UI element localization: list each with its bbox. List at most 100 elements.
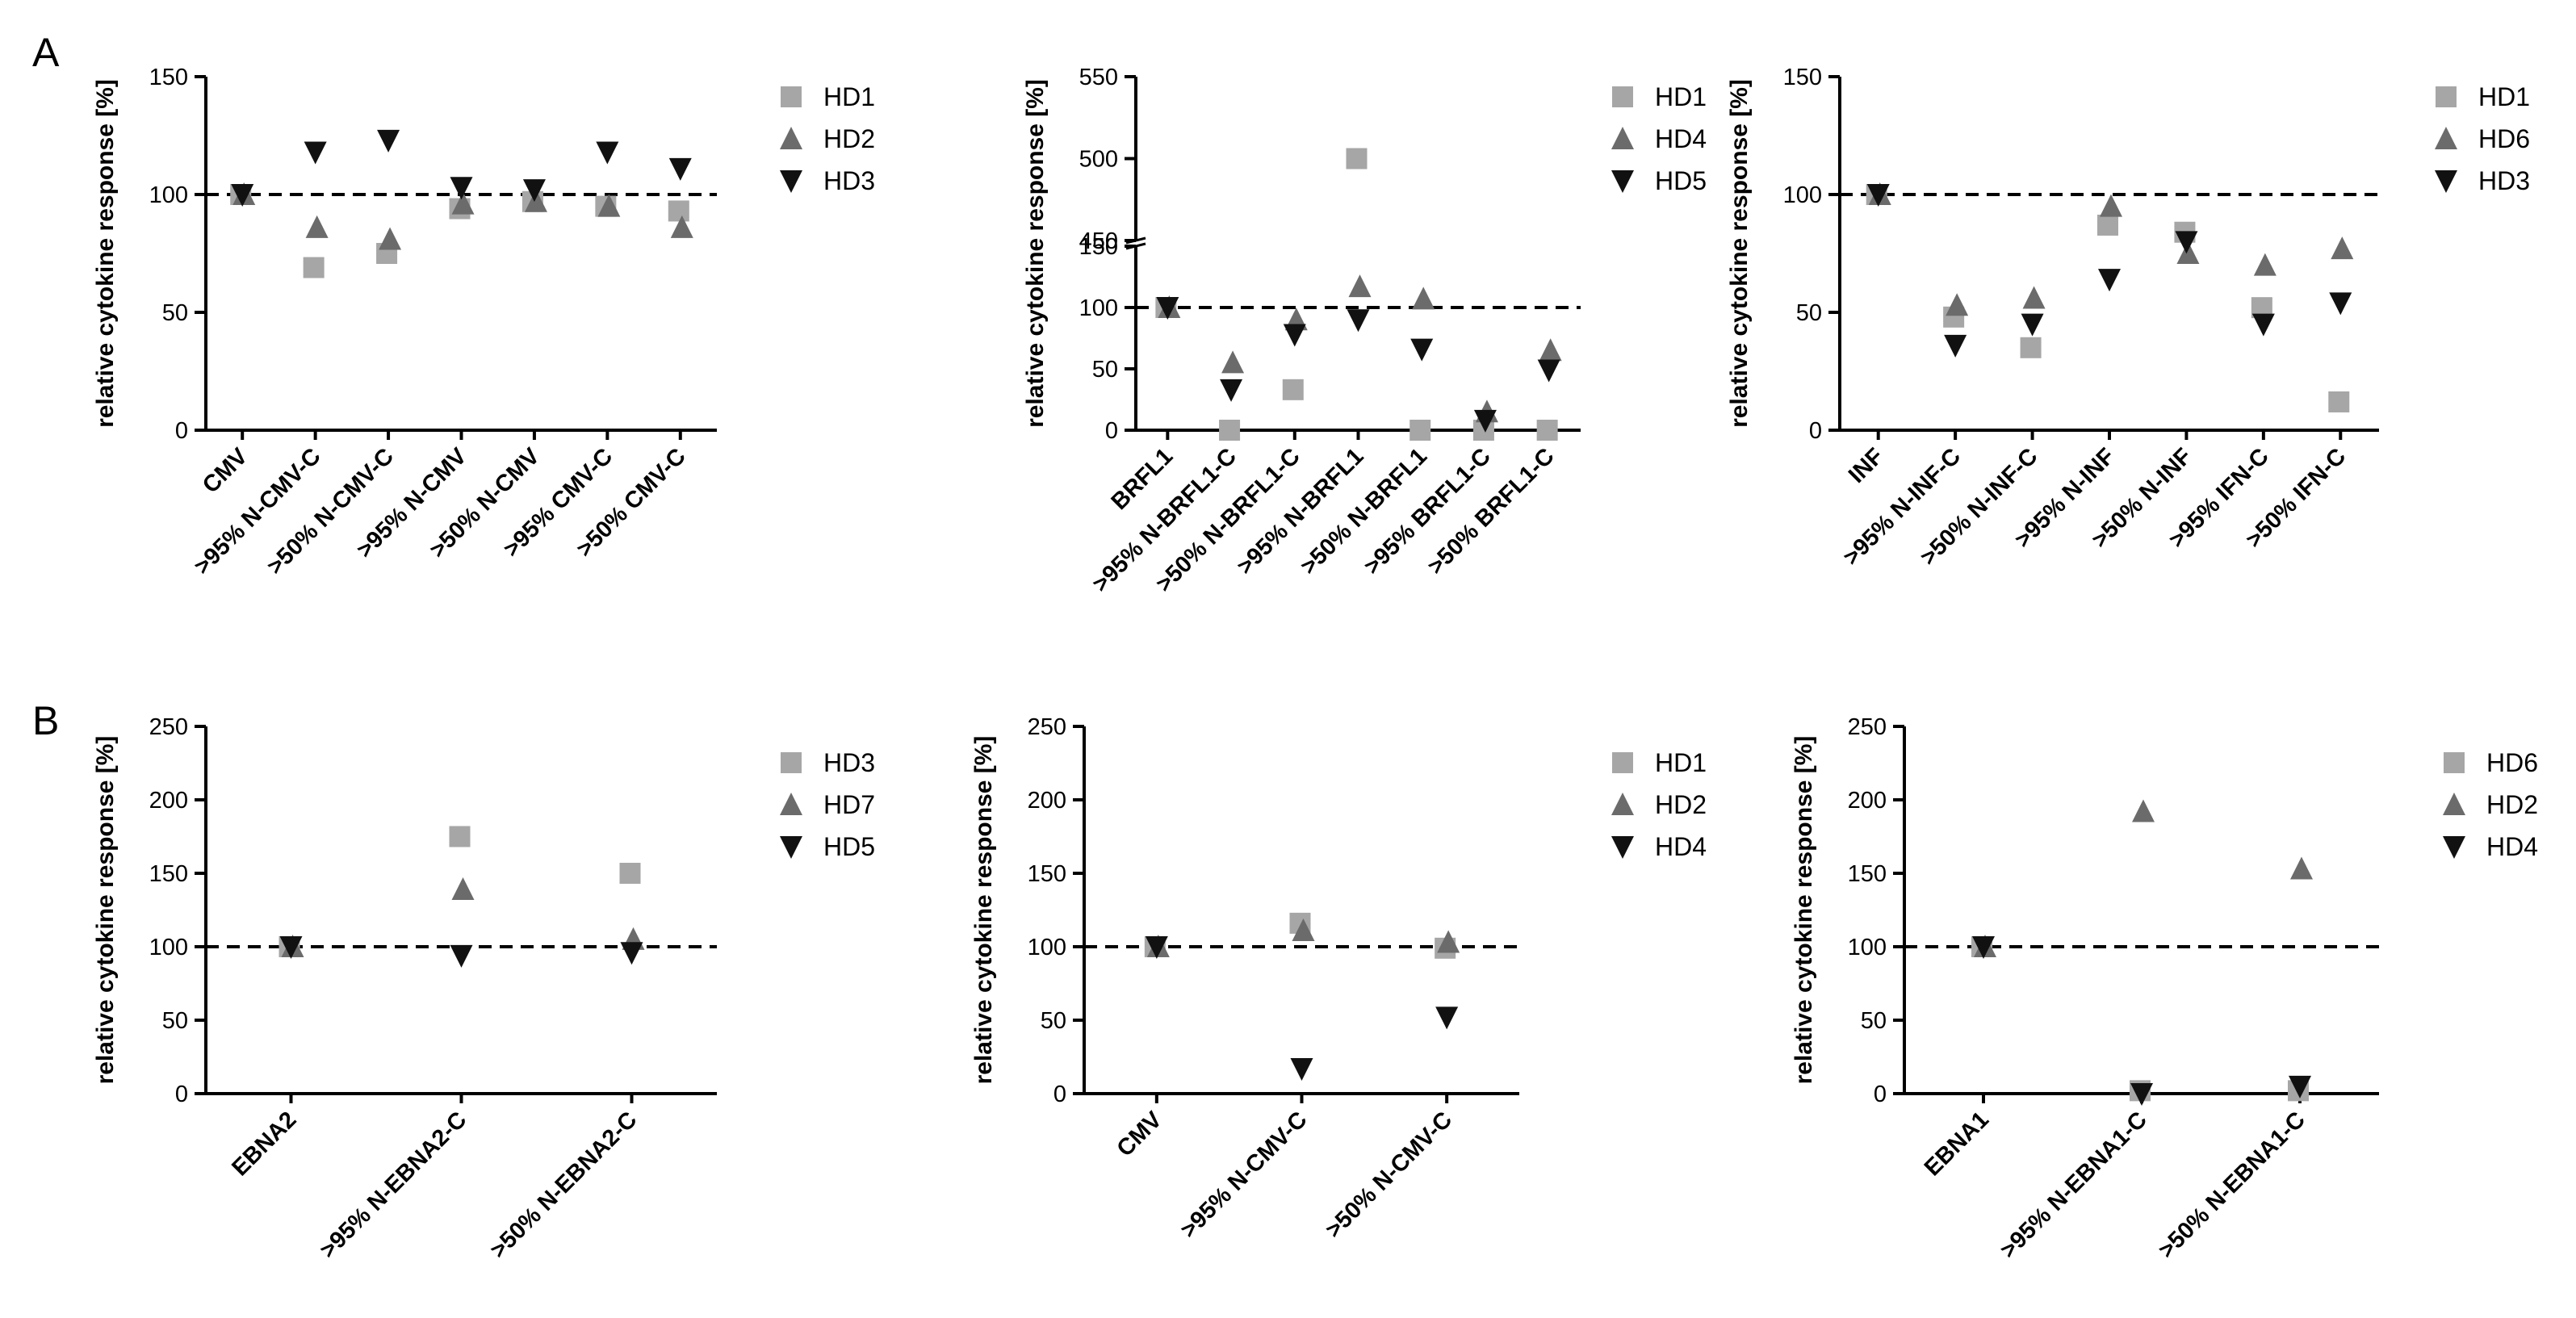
legend-marker-hd6 — [2444, 752, 2465, 773]
legend-marker-hd3 — [2435, 170, 2457, 193]
data-point-hd3 — [2329, 292, 2352, 316]
x-tick-label: EBNA1 — [1920, 1107, 1994, 1181]
data-point-hd4 — [1539, 338, 1562, 362]
data-point-hd2 — [379, 227, 402, 250]
y-tick-label: 150 — [149, 861, 188, 887]
data-point-hd4 — [1221, 350, 1245, 374]
x-tick-label: >50% N-CMV-C — [262, 443, 399, 580]
data-point-hd1 — [668, 200, 689, 222]
data-point-hd2 — [2290, 856, 2313, 880]
data-point-hd5 — [450, 944, 473, 968]
y-tick-label: 150 — [1848, 861, 1887, 887]
x-tick-label: >95% N-CMV-C — [190, 443, 326, 580]
y-tick-label: 50 — [1041, 1008, 1066, 1034]
data-point-hd3 — [1944, 334, 1967, 358]
y-tick-label: 50 — [1796, 300, 1822, 326]
legend-label: HD5 — [1655, 166, 1707, 195]
y-tick-label: 0 — [175, 1082, 188, 1107]
data-point-hd3 — [231, 184, 254, 207]
x-tick-label: >50% N-EBNA1-C — [2154, 1107, 2310, 1263]
data-point-hd3 — [377, 129, 400, 153]
data-point-hd6 — [2100, 194, 2122, 217]
legend-label: HD6 — [2486, 748, 2538, 777]
panel-label-a: A — [32, 30, 60, 75]
data-point-hd2 — [305, 215, 329, 238]
legend-marker-hd5 — [780, 836, 802, 859]
y-tick-label: 250 — [1028, 714, 1066, 740]
legend-marker-hd3 — [781, 752, 802, 773]
data-point-hd4 — [1348, 274, 1372, 298]
data-point-hd3 — [449, 826, 471, 847]
data-point-hd3 — [2175, 231, 2198, 254]
y-tick-label: 200 — [149, 788, 188, 814]
data-point-hd5 — [620, 942, 643, 965]
y-tick-label: 50 — [162, 1008, 188, 1034]
legend-marker-hd1 — [1612, 752, 1633, 773]
y-tick-label: 100 — [1848, 935, 1887, 960]
data-point-hd3 — [619, 863, 641, 884]
data-point-hd3 — [2098, 269, 2121, 292]
data-point-hd2 — [524, 189, 547, 212]
data-point-hd5 — [1347, 309, 1370, 333]
y-tick-label: 50 — [1861, 1008, 1887, 1034]
legend-marker-hd2 — [780, 127, 802, 149]
data-point-hd1 — [1346, 148, 1368, 169]
y-tick-label: 150 — [149, 65, 188, 90]
y-tick-label: 150 — [1079, 234, 1118, 260]
legend-label: HD1 — [2478, 82, 2530, 111]
x-tick-label: CMV — [1112, 1107, 1168, 1162]
legend-label: HD5 — [823, 832, 875, 861]
data-point-hd1 — [2328, 391, 2350, 412]
y-tick-label: 0 — [1874, 1082, 1887, 1107]
data-point-hd4 — [2289, 1075, 2311, 1098]
data-point-hd1 — [2097, 214, 2118, 236]
y-tick-label: 150 — [1783, 65, 1822, 90]
legend-label: HD6 — [2478, 124, 2530, 153]
data-point-hd1 — [2020, 337, 2042, 358]
data-point-hd4 — [1412, 287, 1435, 310]
data-point-hd7 — [451, 877, 475, 901]
x-tick-label: >50% N-EBNA2-C — [485, 1107, 642, 1263]
x-tick-label: EBNA2 — [227, 1107, 301, 1181]
data-point-hd3 — [2251, 313, 2275, 337]
legend-label: HD3 — [2478, 166, 2530, 195]
chart-6: 0 50 100 150 200 250 relative cytokine respons… — [1791, 714, 2538, 1263]
y-axis-label: relative cytokine response [%] — [1791, 736, 1817, 1085]
y-tick-label: 100 — [1783, 182, 1822, 208]
y-tick-label: 500 — [1079, 147, 1118, 173]
data-point-hd3 — [668, 157, 692, 181]
legend-label: HD1 — [1655, 82, 1707, 111]
x-tick-label: CMV — [198, 443, 253, 499]
chart-1: 0 50 100 150 relative cytokine response [%] C… — [92, 65, 875, 580]
y-tick-label: 100 — [1079, 295, 1118, 321]
legend-marker-hd1 — [1612, 86, 1633, 107]
x-tick-label: >50% N-CMV-C — [1321, 1107, 1457, 1243]
legend-marker-hd2 — [2443, 793, 2465, 815]
y-tick-label: 250 — [1848, 714, 1887, 740]
legend-marker-hd1 — [781, 86, 802, 107]
legend-label: HD2 — [1655, 790, 1707, 819]
legend-label: HD3 — [823, 166, 875, 195]
y-tick-label: 100 — [149, 935, 188, 960]
x-tick-label: >95% N-CMV-C — [1175, 1107, 1312, 1243]
y-axis-label: relative cytokine response [%] — [92, 736, 119, 1085]
y-tick-label: 0 — [175, 418, 188, 444]
data-point-hd1 — [303, 257, 325, 278]
legend-marker-hd2 — [1611, 793, 1634, 815]
legend-marker-hd4 — [2443, 836, 2465, 859]
y-axis-label: relative cytokine response [%] — [1022, 79, 1049, 428]
data-point-hd2 — [451, 191, 475, 215]
legend-marker-hd1 — [2436, 86, 2457, 107]
legend-marker-hd5 — [1611, 170, 1634, 193]
legend-label: HD3 — [823, 748, 875, 777]
data-point-hd5 — [1410, 338, 1434, 362]
legend-label: HD4 — [1655, 832, 1707, 861]
data-point-hd1 — [1282, 379, 1304, 400]
data-point-hd6 — [2253, 253, 2277, 276]
chart-5: 0 50 100 150 200 250 relative cytokine respons… — [970, 714, 1707, 1243]
data-point-hd5 — [1473, 409, 1497, 433]
data-point-hd2 — [597, 194, 621, 217]
data-point-hd3 — [1866, 184, 1890, 207]
